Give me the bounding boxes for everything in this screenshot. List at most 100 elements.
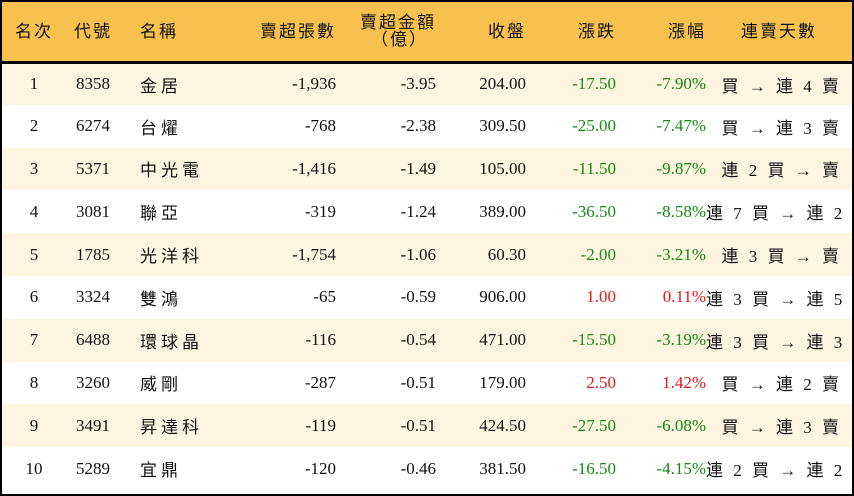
cell-close: 424.50	[479, 415, 526, 435]
cell-code: 5371	[76, 158, 110, 178]
cell-code: 3260	[76, 372, 110, 392]
cell-name: 昇達科	[140, 418, 203, 438]
cell-pct: -7.47%	[656, 116, 706, 136]
table-row: 1 8358 金居 -1,936 -3.95 204.00 -17.50 -7.…	[2, 62, 852, 105]
cell-code: 1785	[76, 244, 110, 264]
cell-code: 3324	[76, 287, 110, 307]
cell-rank: 2	[29, 116, 39, 136]
cell-name: 威剛	[140, 375, 182, 395]
header-sell-amount: 賣超金額 （億）	[336, 2, 436, 62]
cell-sell-amount: -0.46	[400, 458, 436, 478]
cell-rank: 3	[29, 158, 39, 178]
cell-name: 環球晶	[140, 332, 203, 352]
cell-change: -2.00	[580, 244, 616, 264]
cell-sell-amount: -1.06	[400, 244, 436, 264]
header-rank: 名次	[15, 21, 53, 41]
cell-pct: -7.90%	[656, 74, 706, 94]
cell-sell-lots: -120	[304, 458, 336, 478]
cell-close: 105.00	[479, 158, 526, 178]
cell-sell-lots: -119	[305, 415, 336, 435]
cell-change: -25.00	[572, 116, 616, 136]
cell-sell-amount: -1.49	[400, 158, 436, 178]
cell-sell-lots: -1,416	[292, 158, 336, 178]
cell-sell-amount: -2.38	[400, 116, 436, 136]
cell-sell-lots: -319	[304, 201, 336, 221]
cell-code: 6488	[76, 330, 110, 350]
cell-name: 宜鼎	[140, 461, 182, 481]
cell-change: -17.50	[572, 74, 616, 94]
cell-pct: 1.42%	[662, 372, 706, 392]
cell-pct: -9.87%	[656, 158, 706, 178]
cell-streak: 買 → 連 3 賣	[721, 118, 842, 138]
cell-streak: 連 2 買 → 連 2 賣	[706, 461, 854, 481]
cell-close: 204.00	[479, 74, 526, 94]
cell-pct: -4.15%	[656, 458, 706, 478]
cell-rank: 8	[29, 372, 39, 392]
header-change: 漲跌	[578, 21, 616, 41]
cell-rank: 6	[29, 287, 39, 307]
cell-sell-amount: -0.59	[400, 287, 436, 307]
cell-rank: 1	[29, 74, 39, 94]
cell-code: 5289	[76, 458, 110, 478]
cell-code: 8358	[76, 74, 110, 94]
cell-change: 2.50	[586, 372, 616, 392]
cell-rank: 10	[25, 458, 43, 478]
table-row: 6 3324 雙鴻 -65 -0.59 906.00 1.00 0.11% 連 …	[2, 275, 854, 319]
cell-pct: -8.58%	[656, 201, 706, 221]
table-row: 5 1785 光洋科 -1,754 -1.06 60.30 -2.00 -3.2…	[2, 233, 852, 276]
cell-streak: 連 3 買 → 賣	[721, 247, 842, 267]
cell-name: 雙鴻	[140, 289, 182, 309]
cell-code: 6274	[76, 116, 110, 136]
table-row: 2 6274 台燿 -768 -2.38 309.50 -25.00 -7.47…	[2, 104, 852, 148]
cell-sell-amount: -0.51	[400, 415, 436, 435]
cell-sell-lots: -1,754	[292, 244, 336, 264]
cell-sell-lots: -287	[304, 372, 336, 392]
cell-pct: -6.08%	[656, 415, 706, 435]
cell-change: -27.50	[572, 415, 616, 435]
cell-name: 中光電	[140, 161, 203, 181]
cell-pct: -3.21%	[656, 244, 706, 264]
header-row: 名次 代號 名稱 賣超張數 賣超金額 （億） 收盤 漲跌 漲幅 連賣天數	[2, 2, 852, 62]
cell-streak: 連 3 買 → 連 3 賣	[706, 332, 854, 352]
cell-streak: 連 3 買 → 連 5 賣	[706, 289, 854, 309]
cell-close: 906.00	[479, 287, 526, 307]
cell-sell-lots: -65	[313, 287, 336, 307]
cell-sell-amount: -0.54	[400, 330, 436, 350]
cell-streak: 買 → 連 4 賣	[721, 76, 842, 96]
table-row: 3 5371 中光電 -1,416 -1.49 105.00 -11.50 -9…	[2, 147, 852, 191]
cell-rank: 4	[29, 201, 39, 221]
cell-close: 179.00	[479, 372, 526, 392]
cell-name: 聯亞	[140, 204, 182, 224]
cell-close: 389.00	[479, 201, 526, 221]
header-pct: 漲幅	[668, 21, 706, 41]
cell-change: -16.50	[572, 458, 616, 478]
cell-sell-lots: -768	[304, 116, 336, 136]
cell-change: -11.50	[572, 158, 616, 178]
cell-sell-lots: -1,936	[292, 74, 336, 94]
cell-rank: 7	[29, 330, 39, 350]
header-sell-amount-line2: （億）	[371, 30, 428, 50]
cell-pct: 0.11%	[662, 287, 706, 307]
table-row: 8 3260 威剛 -287 -0.51 179.00 2.50 1.42% 買…	[2, 361, 852, 405]
cell-streak: 買 → 連 2 賣	[721, 375, 842, 395]
header-name: 名稱	[140, 21, 178, 41]
cell-streak: 買 → 連 3 賣	[721, 418, 842, 438]
cell-name: 金居	[140, 76, 182, 96]
cell-change: 1.00	[586, 287, 616, 307]
cell-close: 381.50	[479, 458, 526, 478]
cell-name: 光洋科	[140, 247, 203, 267]
header-close: 收盤	[488, 21, 526, 41]
cell-sell-amount: -1.24	[400, 201, 436, 221]
cell-sell-amount: -3.95	[400, 74, 436, 94]
table-row: 7 6488 環球晶 -116 -0.54 471.00 -15.50 -3.1…	[2, 318, 854, 362]
cell-close: 471.00	[479, 330, 526, 350]
cell-pct: -3.19%	[656, 330, 706, 350]
cell-streak: 連 2 買 → 賣	[721, 161, 842, 181]
cell-streak: 連 7 買 → 連 2 賣	[706, 204, 854, 224]
table-row: 10 5289 宜鼎 -120 -0.46 381.50 -16.50 -4.1…	[2, 447, 854, 490]
cell-code: 3081	[76, 201, 110, 221]
header-sell-lots: 賣超張數	[260, 21, 336, 41]
cell-sell-lots: -116	[305, 330, 336, 350]
